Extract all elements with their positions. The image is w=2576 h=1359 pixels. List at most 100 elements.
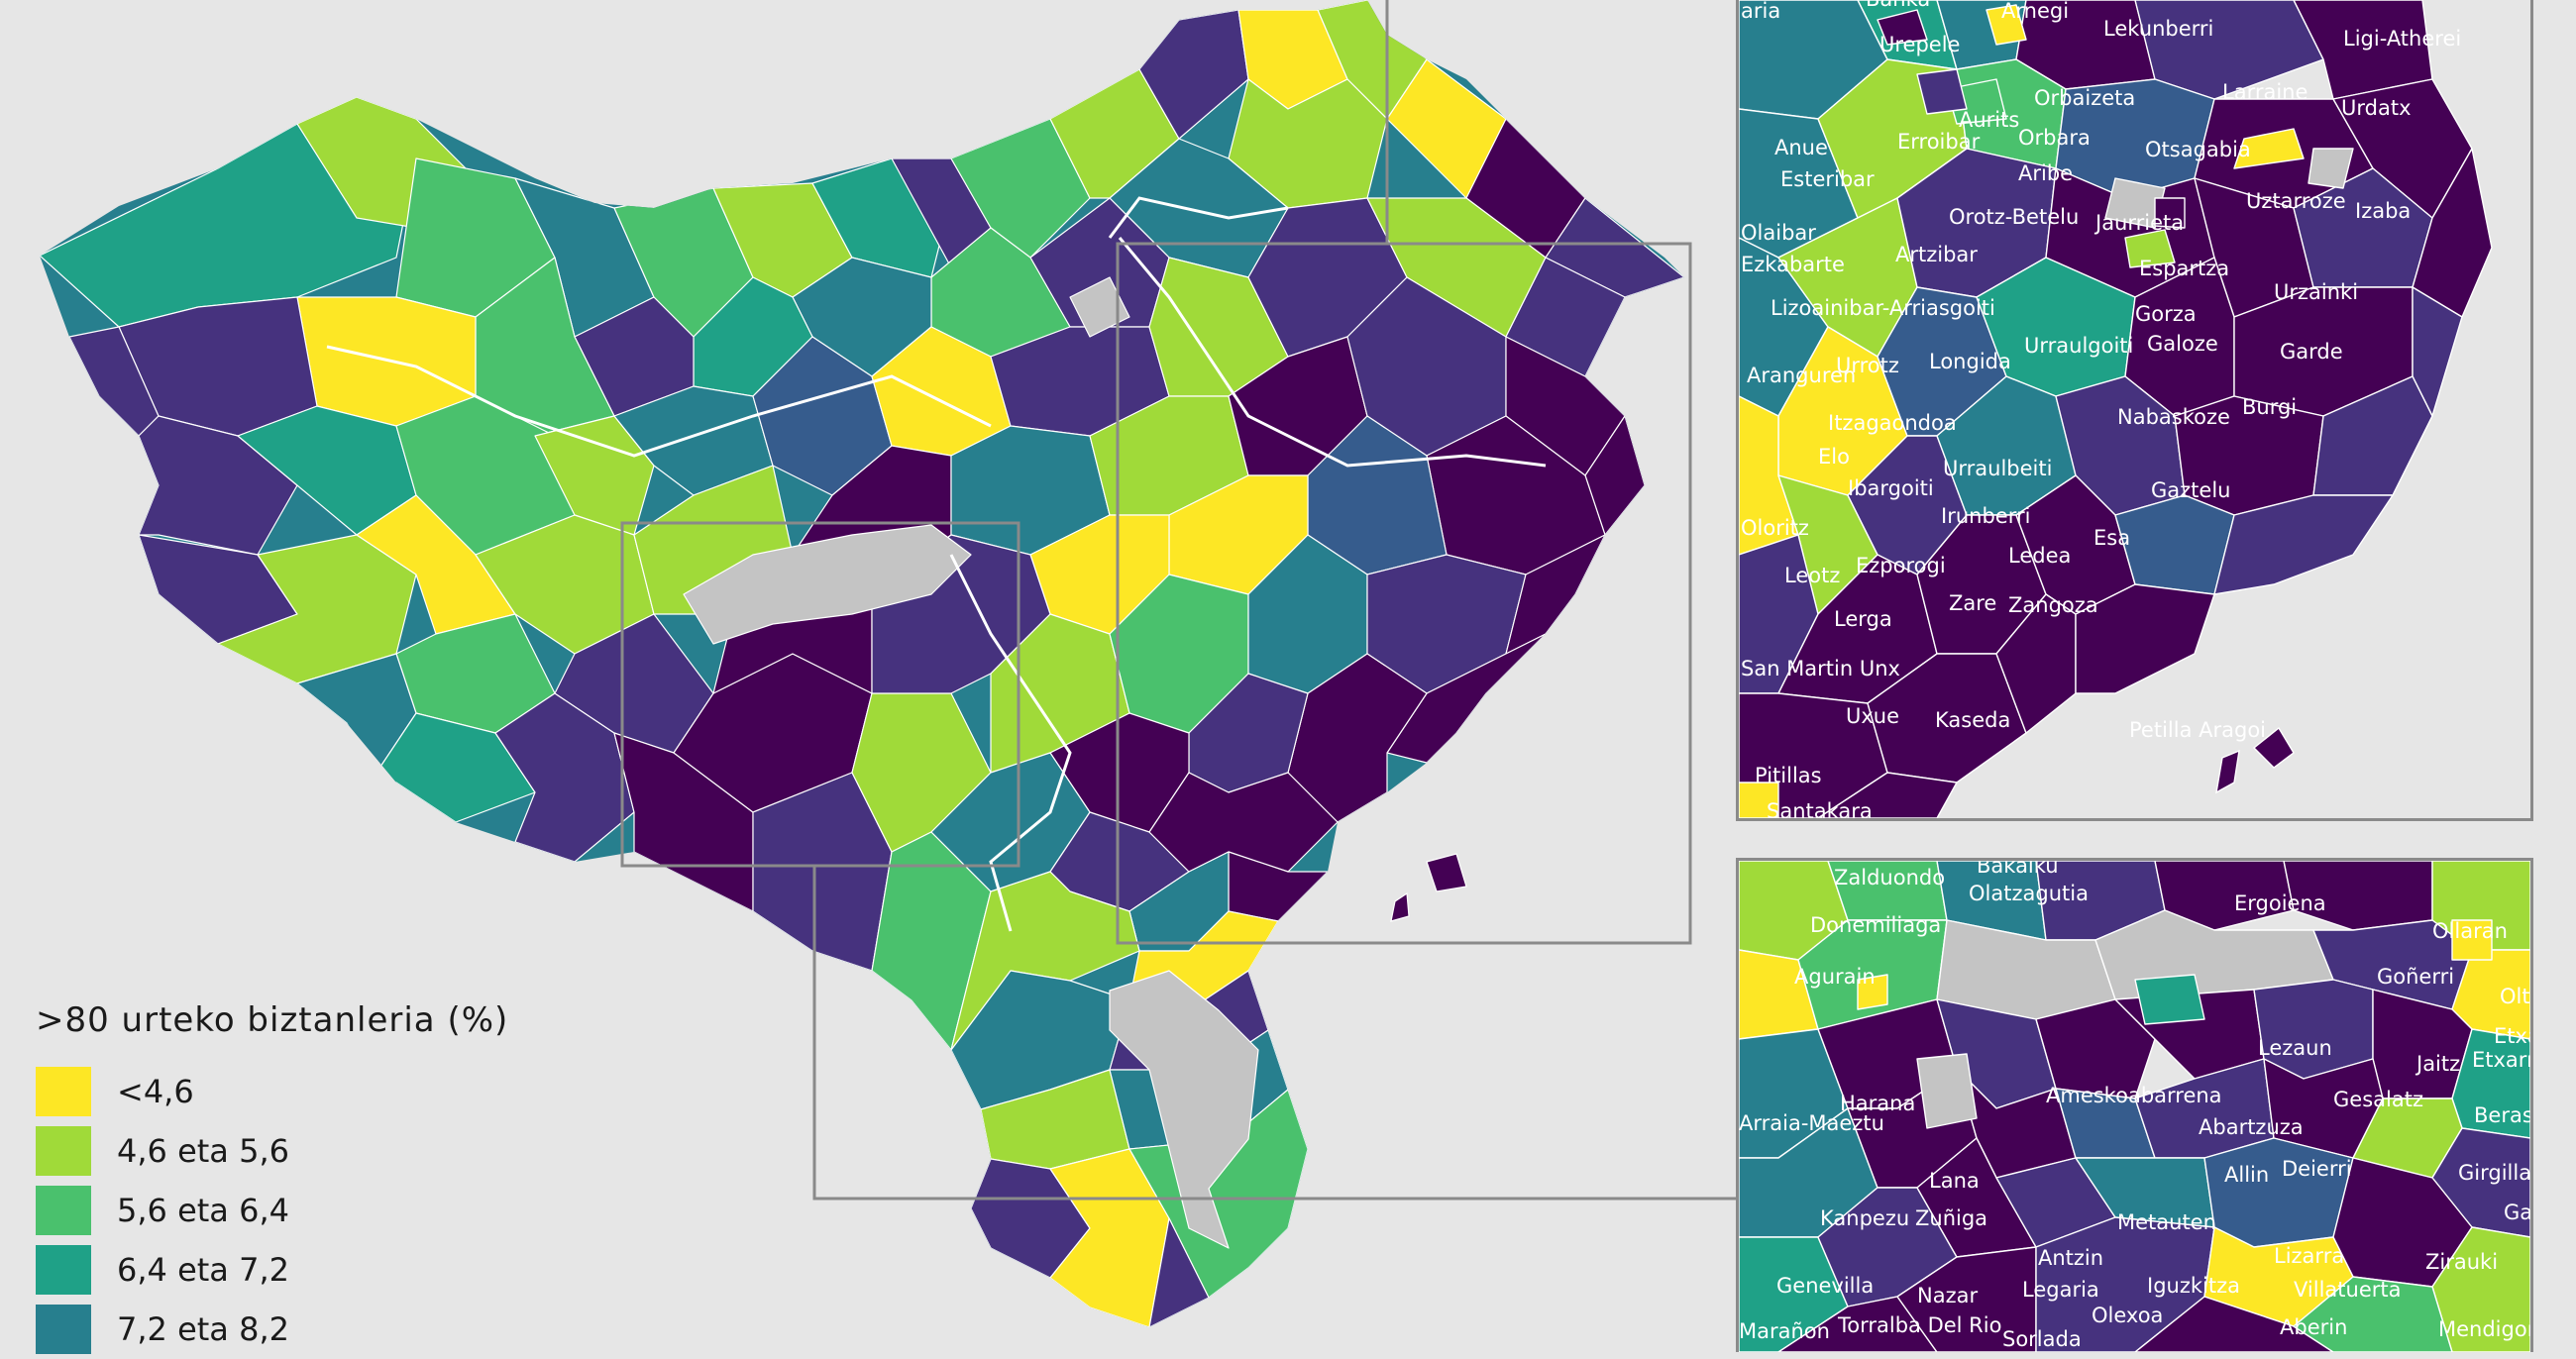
place-label: Zirauki: [2425, 1250, 2498, 1274]
place-label: Abartzuza: [2199, 1115, 2304, 1139]
place-label: Anue: [1774, 136, 1828, 159]
place-label: Lizoainibar-Arriasgoiti: [1771, 296, 1995, 320]
place-label: Mendigorri: [2438, 1317, 2530, 1341]
place-label: Santakara: [1767, 799, 1873, 818]
place-label: Banka: [1866, 0, 1930, 11]
place-label: Gorza: [2135, 302, 2197, 326]
place-label: Zare: [1949, 591, 1996, 615]
place-label: Torralba Del Rio: [1837, 1313, 2001, 1337]
place-label: Longida: [1929, 350, 2011, 373]
place-label: Otsagabia: [2145, 138, 2251, 161]
place-label: Urraulgoiti: [2024, 334, 2133, 358]
place-label: Antzin: [2038, 1246, 2103, 1270]
place-label: Ameskoabarrena: [2046, 1084, 2222, 1107]
place-label: Berasko: [2474, 1103, 2530, 1127]
place-label: Larraine: [2222, 80, 2308, 104]
place-label: Iguzkitza: [2147, 1274, 2240, 1298]
place-label: Zuñiga: [1915, 1206, 1987, 1230]
place-label: Artzibar: [1895, 243, 1978, 266]
place-label: Kanpezu: [1820, 1206, 1909, 1230]
place-label: Orbara: [2018, 126, 2091, 150]
place-label: Ezporogi: [1856, 554, 1946, 577]
place-label: Etxarri: [2472, 1048, 2530, 1072]
legend-label: 4,6 eta 5,6: [117, 1132, 289, 1170]
place-label: Lerga: [1834, 607, 1892, 631]
place-label: Urdatx: [2341, 96, 2412, 120]
place-label: Zangoza: [2008, 593, 2098, 617]
place-label: Lana: [1929, 1169, 1980, 1193]
place-label: Metauten: [2117, 1210, 2216, 1234]
legend-label: 6,4 eta 7,2: [117, 1251, 289, 1289]
place-label: Aurits: [1959, 108, 2019, 132]
place-label: Arraia-Maeztu: [1739, 1111, 1884, 1135]
place-label: Aberin: [2280, 1315, 2347, 1339]
place-label: Villatuerta: [2294, 1278, 2401, 1302]
place-label: Legaria: [2022, 1278, 2099, 1302]
legend-swatch: [36, 1245, 91, 1295]
place-label: Marañon: [1739, 1319, 1830, 1343]
place-label: Lekunberri: [2103, 17, 2213, 41]
place-label: Deierri: [2282, 1157, 2352, 1181]
place-label: Galoze: [2147, 332, 2218, 356]
legend-item: 6,4 eta 7,2: [36, 1240, 508, 1300]
place-label: Burgi: [2242, 395, 2297, 419]
place-label: Elo: [1818, 445, 1850, 469]
place-label: Olaibar: [1741, 221, 1816, 245]
place-label: Uztarroze: [2246, 189, 2346, 213]
place-label: Ergoiena: [2234, 891, 2326, 915]
place-label: Gesalatz: [2333, 1088, 2423, 1111]
place-label: Sorlada: [2002, 1327, 2082, 1351]
place-label: Arnegi: [2001, 0, 2069, 23]
place-label: Itzagaondoa: [1828, 411, 1957, 435]
place-label: Aranguren: [1747, 364, 1856, 387]
place-label: Olexoa: [2092, 1304, 2163, 1327]
place-label: Irunberri: [1941, 504, 2030, 528]
legend-label: 7,2 eta 8,2: [117, 1310, 289, 1348]
place-label: Lezaun: [2258, 1036, 2332, 1060]
place-label: Donemiliaga: [1810, 913, 1941, 937]
place-label: aria: [1741, 0, 1780, 23]
place-label: Aribe: [2018, 161, 2073, 185]
place-label: Urrotz: [1836, 354, 1899, 377]
place-label: Petilla Aragoi: [2129, 718, 2266, 742]
inset-south-polygons: Bakaiku Zalduondo Olatzagutia Ergoiena D…: [1739, 861, 2530, 1352]
place-label: Oloritz: [1741, 516, 1809, 540]
legend-label: 5,6 eta 6,4: [117, 1192, 289, 1229]
place-label: Agurain: [1794, 965, 1876, 989]
province-borders: [326, 196, 1547, 932]
place-label: Jaitz: [2415, 1052, 2460, 1076]
place-label: Goñerri: [2377, 965, 2454, 989]
legend-item: <4,6: [36, 1062, 508, 1121]
legend-swatch: [36, 1186, 91, 1235]
place-label: Girgillao: [2458, 1161, 2530, 1185]
place-label: Espartza: [2139, 257, 2229, 280]
place-label: Harana: [1840, 1092, 1915, 1115]
place-label: Orotz-Betelu: [1949, 205, 2079, 229]
place-label: Ligi-Atherei: [2343, 27, 2461, 51]
inset-indicator-frames: [620, 0, 1744, 1201]
place-label: Esteribar: [1780, 167, 1875, 191]
place-label: Urzainki: [2274, 280, 2358, 304]
place-label: Olt: [2500, 985, 2530, 1008]
place-label: Urepele: [1879, 33, 1960, 56]
place-label: Lizarra: [2274, 1244, 2344, 1268]
inset-north-labels: aria Banka Arnegi Lekunberri Urepele Lig…: [1741, 0, 2461, 818]
place-label: Izaba: [2355, 199, 2411, 223]
place-label: Ledea: [2008, 544, 2071, 568]
main-choropleth-map: [40, 0, 1744, 1327]
place-label: Bakaiku: [1977, 861, 2059, 878]
place-label: Garde: [2280, 340, 2343, 364]
inset-north-polygons: aria Banka Arnegi Lekunberri Urepele Lig…: [1739, 0, 2493, 818]
inset-map-south: Bakaiku Zalduondo Olatzagutia Ergoiena D…: [1736, 858, 2533, 1352]
place-label: Nabaskoze: [2117, 405, 2230, 429]
exclaves: [1390, 853, 1467, 922]
place-label: Gare: [2504, 1201, 2530, 1224]
place-label: Jaurrieta: [2093, 211, 2184, 235]
legend-swatch: [36, 1126, 91, 1176]
legend-title: >80 urteko biztanleria (%): [36, 1000, 509, 1040]
inset-map-north: aria Banka Arnegi Lekunberri Urepele Lig…: [1736, 0, 2533, 821]
legend-item: 7,2 eta 8,2: [36, 1300, 508, 1359]
legend-swatch: [36, 1305, 91, 1354]
legend-item: 5,6 eta 6,4: [36, 1181, 508, 1240]
legend-swatch: [36, 1067, 91, 1116]
